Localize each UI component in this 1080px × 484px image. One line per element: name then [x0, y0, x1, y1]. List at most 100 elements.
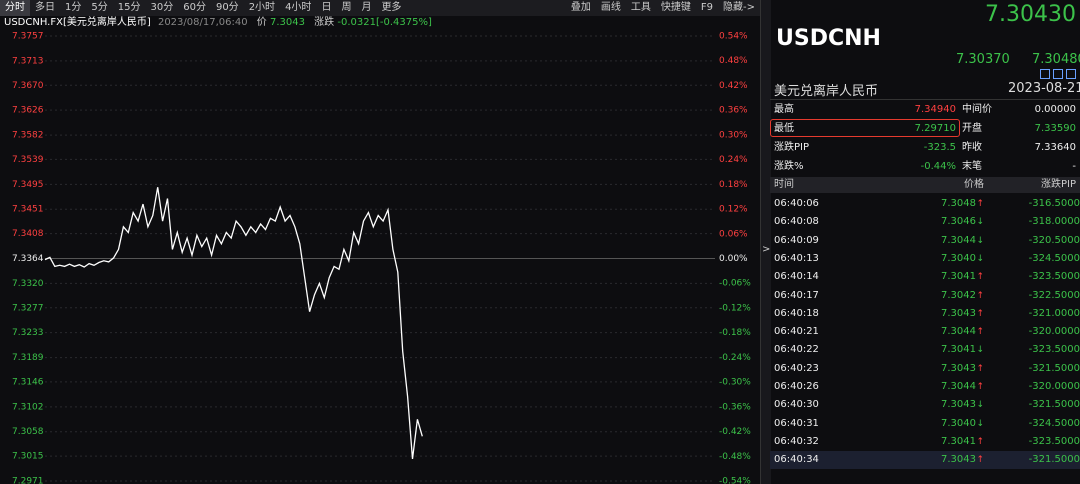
trade-arrow: ↑ — [976, 327, 984, 338]
tool-button[interactable]: 叠加 — [570, 2, 591, 13]
trade-row: 06:40:26 7.3044 ↑ -320.0000 — [770, 378, 1080, 396]
icon[interactable] — [1040, 69, 1050, 79]
name: 美元兑离岸人民币 — [774, 84, 879, 99]
tool-button[interactable]: 隐藏-> — [723, 2, 755, 13]
icons — [1040, 69, 1080, 79]
period-tab[interactable]: 日 — [321, 2, 332, 13]
tool-button[interactable]: 快捷键 — [660, 2, 691, 13]
trade-row: 06:40:31 7.3040 ↓ -324.5000 — [770, 415, 1080, 433]
stat-value: 7.33590 — [1034, 123, 1076, 134]
trade-time: 06:40:18 — [774, 307, 819, 319]
period-tab[interactable]: 2小时 — [248, 2, 276, 13]
y-tick-label: 7.3189 — [12, 353, 44, 363]
period-tab[interactable]: 90分 — [215, 2, 239, 13]
price-line — [44, 187, 423, 459]
icon[interactable] — [1066, 69, 1076, 79]
column-header: 价格 — [964, 179, 984, 190]
trade-pip: -320.0000 — [1028, 381, 1080, 392]
stats-row: 最高 7.34940 中间价 0.00000 — [770, 101, 1080, 119]
change: -0.0321[-0.4375%] — [337, 17, 432, 28]
stat-label: 涨跌PIP — [774, 142, 810, 153]
column-header: 涨跌PIP — [1040, 179, 1076, 190]
icon[interactable] — [1053, 69, 1063, 79]
stat-value: 0.00000 — [1034, 104, 1076, 115]
y2-tick-label: 0.36% — [719, 106, 748, 116]
y2-tick-label: 0.06% — [719, 229, 748, 239]
y2-tick-label: -0.12% — [719, 303, 751, 313]
price-chart: 7.3757 7.3713 7.3670 7.3626 7.3582 7.3539 7.34… — [12, 32, 751, 484]
period-tab[interactable]: 15分 — [117, 2, 141, 13]
trade-price: 7.3046 — [941, 216, 976, 228]
change-label: 涨跌 — [314, 17, 335, 28]
tool-button[interactable]: 工具 — [630, 2, 651, 13]
period-tab[interactable]: 多日 — [35, 2, 55, 13]
separator — [770, 99, 1080, 100]
tool-button[interactable]: F9 — [700, 2, 713, 13]
trade-pip: -321.0000 — [1028, 307, 1080, 319]
y2-tick-label: -0.48% — [719, 452, 751, 462]
y-tick-label: 7.3626 — [12, 106, 44, 116]
y-tick-label: 7.3495 — [12, 180, 44, 190]
panel-divider: > — [760, 0, 771, 484]
stats-row: 最低 7.29710 开盘 7.33590 — [770, 120, 1080, 138]
trade-price: 7.3040 — [941, 417, 976, 429]
trade-row: 06:40:23 7.3043 ↑ -321.5000 — [770, 360, 1080, 378]
trade-arrow: ↑ — [976, 436, 984, 447]
stats-row: 涨跌PIP -323.5 昨收 7.33640 — [770, 139, 1080, 157]
trade-row: 06:40:34 7.3043 ↑ -321.5000 — [770, 451, 1080, 470]
trade-arrow: ↓ — [976, 235, 984, 246]
y2-tick-label: 0.54% — [719, 32, 748, 42]
trade-row: 06:40:06 7.3048 ↑ -316.5000 — [770, 195, 1080, 213]
column-header: 时间 — [774, 179, 794, 190]
trade-time: 06:40:22 — [774, 344, 819, 356]
stat-label: 昨收 — [962, 142, 982, 153]
trade-arrow: ↑ — [976, 363, 984, 374]
y2-tick-label: 0.24% — [719, 155, 748, 165]
trade-arrow: ↑ — [976, 382, 984, 392]
period-tab[interactable]: 周 — [341, 2, 352, 13]
trade-price: 7.3042 — [941, 289, 976, 301]
trade-time: 06:40:06 — [774, 198, 819, 209]
trade-row: 06:40:09 7.3044 ↓ -320.5000 — [770, 232, 1080, 250]
collapse-arrow[interactable]: > — [762, 244, 771, 255]
trade-price: 7.3041 — [941, 344, 976, 356]
trade-arrow: ↑ — [976, 272, 984, 283]
period-tab[interactable]: 5分 — [91, 2, 108, 13]
period-tab[interactable]: 分时 — [0, 0, 30, 16]
trade-row: 06:40:30 7.3043 ↓ -321.5000 — [770, 396, 1080, 414]
trade-row: 06:40:18 7.3043 ↑ -321.0000 — [770, 305, 1080, 323]
trade-price: 7.3040 — [941, 252, 976, 264]
trade-price: 7.3043 — [941, 399, 976, 411]
y-tick-label: 7.3364 — [12, 254, 44, 264]
trade-time: 06:40:13 — [774, 252, 819, 264]
period-tab[interactable]: 4小时 — [285, 2, 312, 13]
period-tab[interactable]: 30分 — [150, 2, 174, 13]
tool-buttons: 叠加 画线 工具 快捷键 F9 隐藏-> — [566, 0, 760, 16]
last-price: 7.30430 — [985, 2, 1076, 27]
trade-row: 06:40:17 7.3042 ↑ -322.5000 — [770, 287, 1080, 305]
y-tick-label: 7.3102 — [12, 402, 44, 412]
stat-value: 7.34940 — [914, 104, 956, 115]
toolbar: 分时 多日 1分 5分 15分 30分 60分 90分 2小时 4小时日周月更多 叠加 画线 工具 快捷键… — [0, 0, 760, 16]
trade-pip: -324.5000 — [1028, 417, 1080, 429]
period-tab[interactable]: 1分 — [65, 2, 82, 13]
period-tab[interactable]: 60分 — [183, 2, 206, 13]
price-label: 价 — [256, 17, 267, 28]
period-tab[interactable]: 更多 — [381, 2, 402, 13]
y2-tick-label: 0.00% — [719, 254, 748, 264]
tool-button[interactable]: 画线 — [600, 2, 621, 13]
trade-arrow: ↑ — [976, 290, 984, 301]
y-tick-label: 7.3713 — [12, 56, 44, 66]
stat-value: - — [1072, 161, 1076, 172]
trade-time: 06:40:32 — [774, 435, 819, 447]
y-tick-label: 7.3320 — [12, 279, 44, 289]
trade-pip: -322.5000 — [1028, 289, 1080, 301]
trade-price: 7.3043 — [941, 307, 976, 319]
trade-pip: -320.5000 — [1028, 234, 1080, 246]
trade-arrow: ↑ — [976, 199, 984, 209]
period-tab[interactable]: 月 — [361, 2, 372, 13]
y2-tick-label: -0.54% — [719, 477, 751, 484]
trade-pip: -321.5000 — [1028, 454, 1080, 466]
symbol: USDCNH — [776, 26, 881, 51]
y-tick-label: 7.3539 — [12, 155, 44, 165]
